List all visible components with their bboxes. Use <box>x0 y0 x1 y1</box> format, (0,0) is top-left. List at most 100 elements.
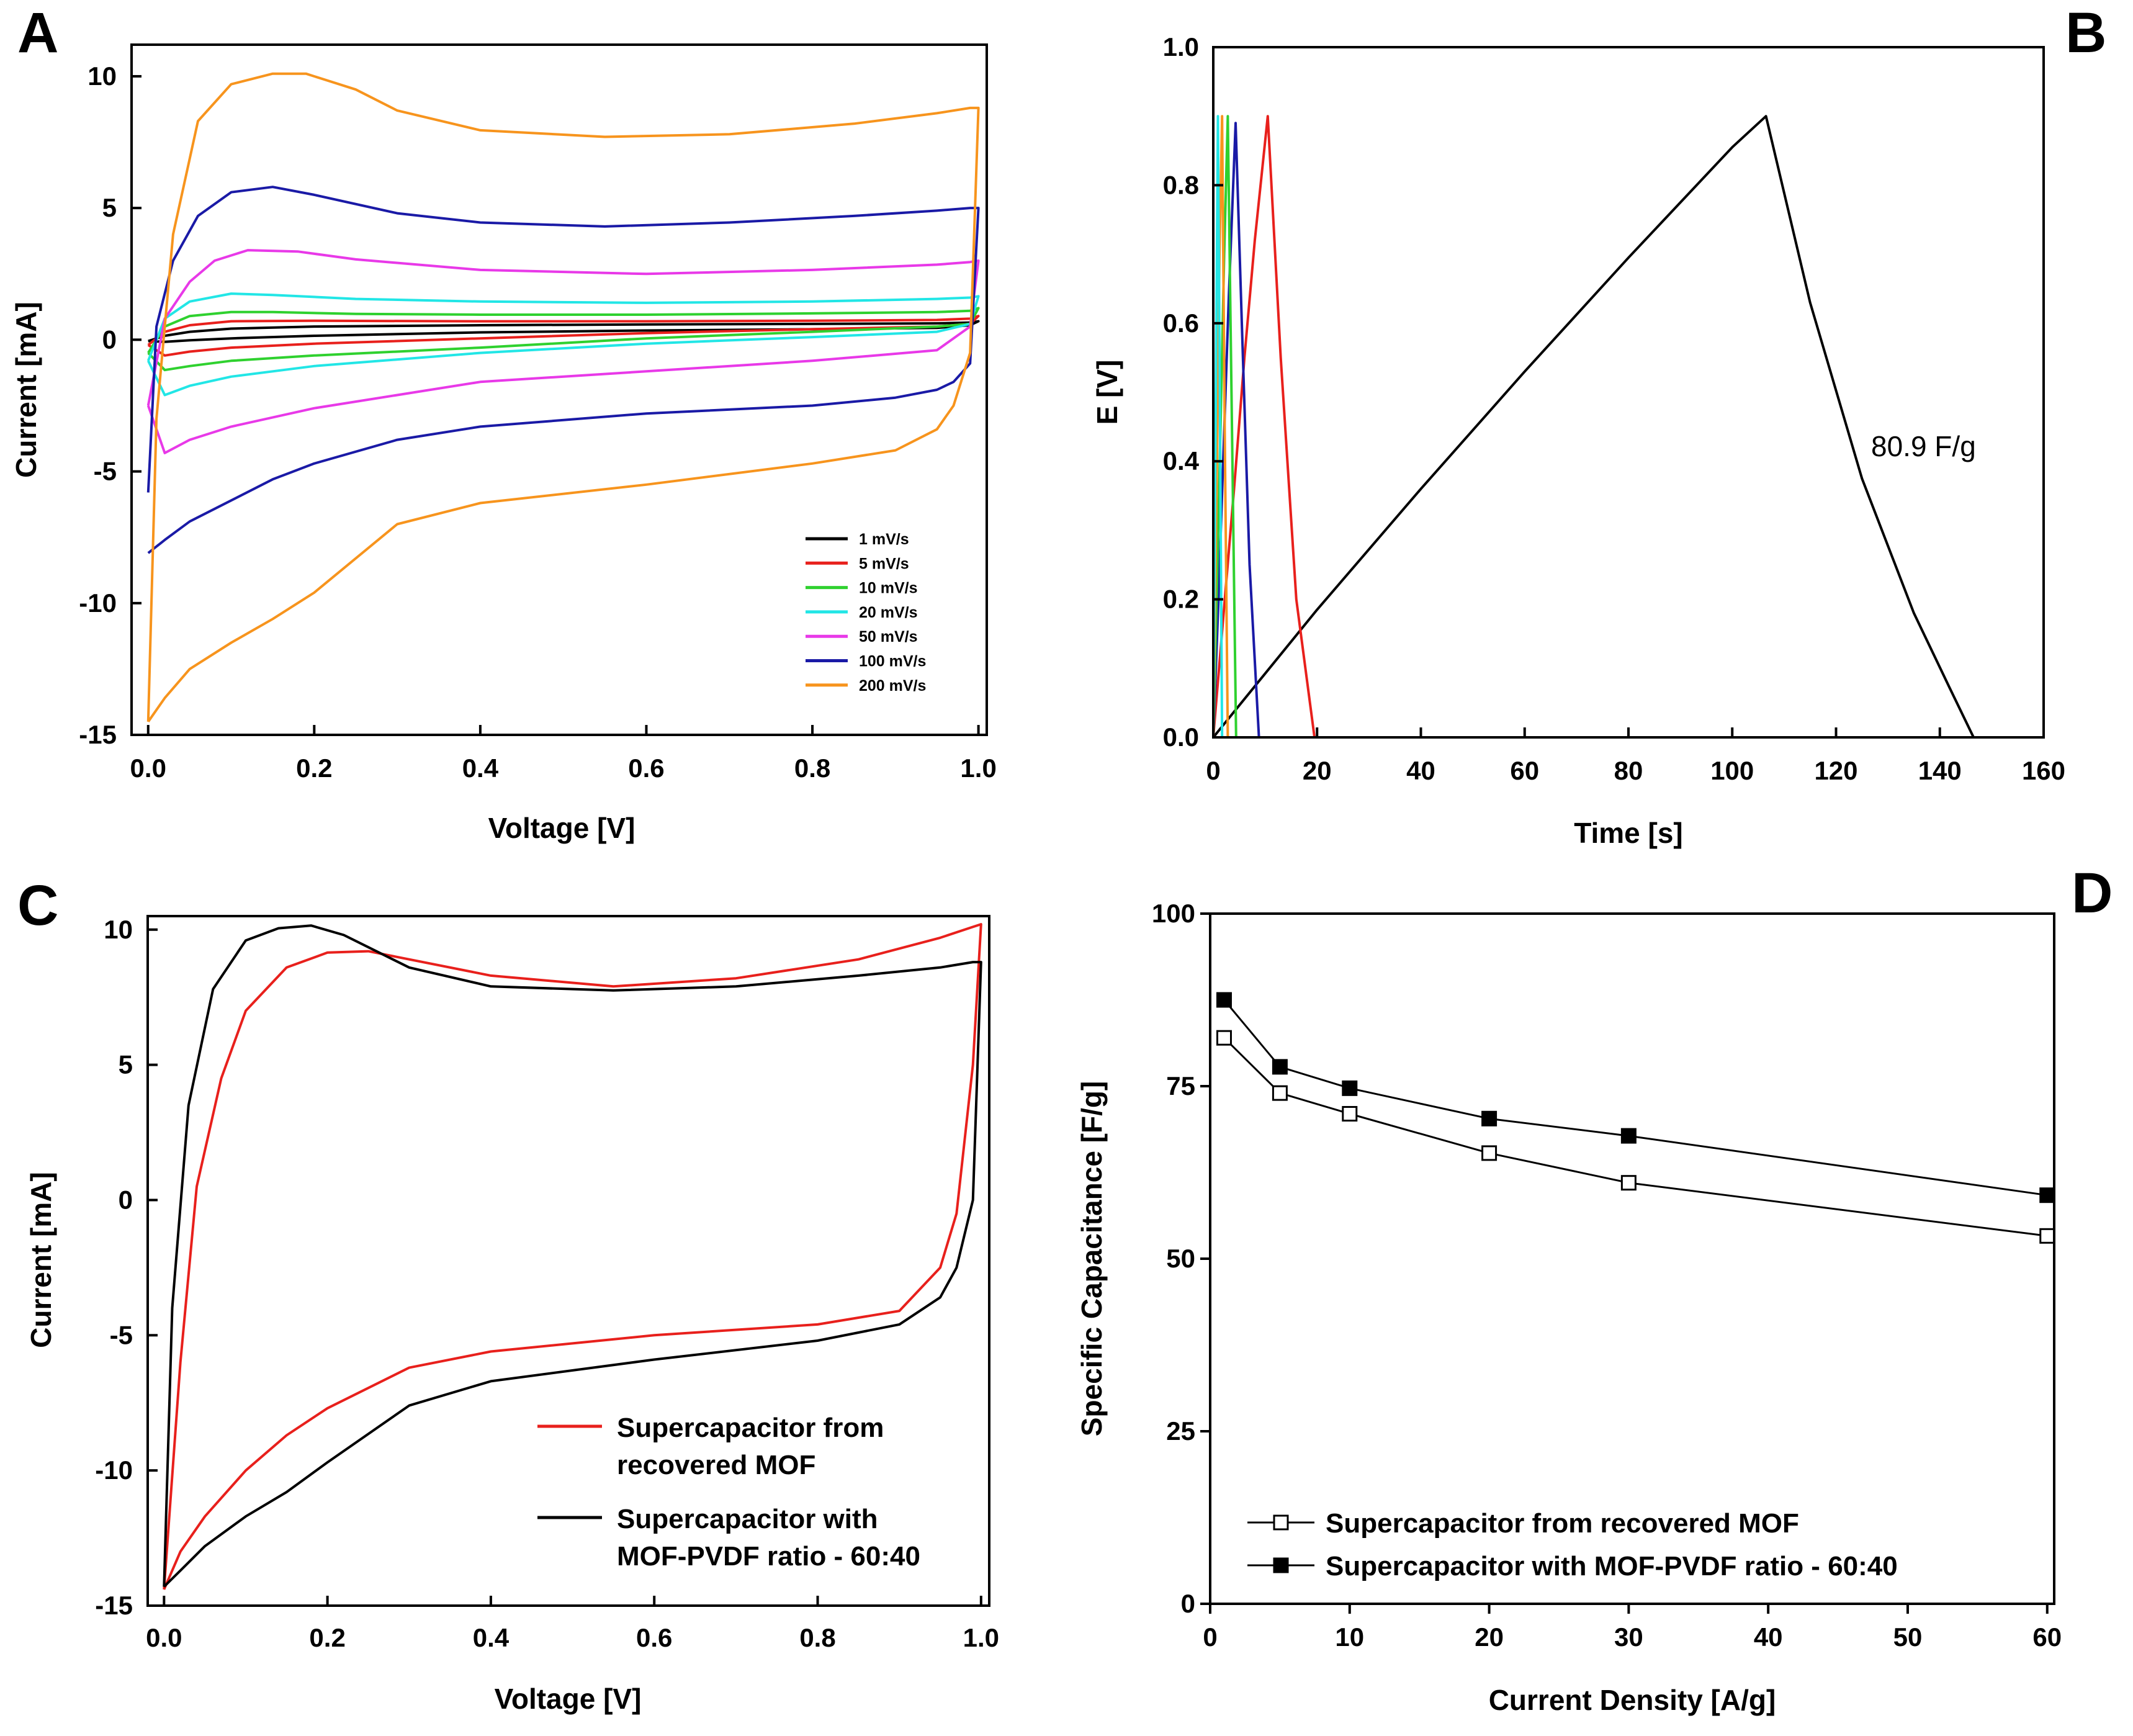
panel-b-x-tick-label: 20 <box>1303 756 1332 785</box>
panel-a-legend-label: 50 mV/s <box>859 628 918 645</box>
panel-b-x-tick-label: 160 <box>2022 756 2065 785</box>
panel-a-legend-label: 200 mV/s <box>859 677 926 695</box>
panel-b-y-tick-label: 0.6 <box>1163 308 1199 338</box>
panel-d-y-axis-title: Specific Capacitance [F/g] <box>1075 1081 1108 1437</box>
panel-c-y-axis-title: Current [mA] <box>25 1172 57 1348</box>
panel-c-x-tick-label: 0.6 <box>636 1623 672 1652</box>
panel-a-x-tick-label: 0.0 <box>130 753 166 783</box>
panel-c-axis-ticks: 0.0 0.2 0.4 0.6 0.8 1.0 -15 -10 -5 0 5 10 <box>95 915 999 1652</box>
panel-d-y-tick-label: 25 <box>1166 1416 1195 1446</box>
panel-d-marker-supercapacitor-with-mof-pvdf-ratio-60-40 <box>1481 1110 1498 1127</box>
panel-a-x-tick-label: 0.4 <box>462 753 499 783</box>
panel-letter-c: C <box>17 874 58 937</box>
panel-d-marker-supercapacitor-with-mof-pvdf-ratio-60-40 <box>1342 1080 1358 1096</box>
panel-c: 0.0 0.2 0.4 0.6 0.8 1.0 -15 -10 -5 0 5 10 Voltage [… <box>25 915 999 1715</box>
panel-d-legend-label: Supercapacitor from recovered MOF <box>1326 1508 1799 1539</box>
panel-b-x-tick-label: 0 <box>1206 756 1220 785</box>
panel-a-series-5-mv-s <box>147 315 980 357</box>
panel-a-y-tick-label: 10 <box>88 61 117 91</box>
panel-a: 0.0 0.2 0.4 0.6 0.8 1.0 -15 -10 -5 0 5 10 Voltage [… <box>10 43 997 844</box>
panel-a-legend-label: 1 mV/s <box>859 531 909 548</box>
panel-b-y-tick-label: 0.0 <box>1163 722 1199 752</box>
panel-c-y-tick-label: 10 <box>104 915 133 944</box>
panel-a-y-tick-label: -15 <box>79 720 117 749</box>
panel-d-legend-marker <box>1273 1557 1289 1573</box>
panel-b-y-tick-label: 0.4 <box>1163 446 1200 475</box>
panel-a-axis-ticks: 0.0 0.2 0.4 0.6 0.8 1.0 -15 -10 -5 0 5 10 <box>79 61 997 783</box>
panel-b: 0 20 40 60 80 100 120 140 1600.00.20.40.60.81.0 … <box>1091 32 2065 849</box>
panel-c-x-tick-label: 0.2 <box>309 1623 345 1652</box>
panel-c-x-tick-label: 0.4 <box>473 1623 510 1652</box>
panel-a-y-tick-label: -5 <box>94 457 117 486</box>
panel-d-marker-supercapacitor-with-mof-pvdf-ratio-60-40 <box>1216 992 1232 1008</box>
panel-b-x-tick-label: 100 <box>1710 756 1754 785</box>
panel-d-y-tick-label: 0 <box>1181 1589 1195 1618</box>
panel-a-legend-label: 20 mV/s <box>859 604 918 621</box>
panel-d-x-tick-label: 0 <box>1203 1622 1217 1652</box>
panel-c-legend: Supercapacitor from recovered MOF Supercap… <box>537 1413 920 1572</box>
panel-b-x-tick-label: 40 <box>1406 756 1435 785</box>
panel-c-legend-label: Supercapacitor from <box>617 1413 884 1443</box>
panel-c-y-tick-label: 5 <box>119 1050 133 1079</box>
panel-c-series-supercapacitor-with-mof-pvdf-ratio-60-40 <box>163 924 982 1588</box>
panel-b-plot-frame <box>1212 46 2045 739</box>
panel-b-x-tick-label: 60 <box>1510 756 1539 785</box>
panel-c-x-tick-label: 0.0 <box>146 1623 182 1652</box>
panel-c-legend-label: MOF-PVDF ratio - 60:40 <box>617 1541 920 1572</box>
panel-d-x-tick-label: 50 <box>1893 1622 1923 1652</box>
panel-b-series-1-a-g <box>1212 115 1975 739</box>
panel-c-y-tick-label: -10 <box>95 1455 133 1485</box>
panel-b-x-tick-label: 120 <box>1814 756 1857 785</box>
panel-c-x-tick-label: 0.8 <box>799 1623 835 1652</box>
panel-b-capacitance-annotation: 80.9 F/g <box>1871 430 1976 462</box>
panel-d-x-tick-label: 10 <box>1335 1622 1364 1652</box>
panel-c-plot-frame <box>146 915 990 1607</box>
panel-d-y-tick-label: 75 <box>1166 1071 1195 1100</box>
panel-c-series-supercapacitor-from-recovered-mof <box>163 923 982 1590</box>
panel-a-x-tick-label: 0.2 <box>296 753 332 783</box>
panel-a-series-100-mv-s <box>146 186 980 554</box>
panel-b-x-tick-label: 80 <box>1614 756 1643 785</box>
panel-d-plot-frame <box>1209 912 2055 1605</box>
panel-a-legend: 1 mV/s 5 mV/s 10 mV/s 20 mV/s 50 mV/s 100 mV/… <box>806 531 926 695</box>
panel-c-legend-label: recovered MOF <box>617 1450 815 1480</box>
panel-d-marker-supercapacitor-from-recovered-mof <box>1342 1105 1358 1122</box>
panel-a-x-tick-label: 0.6 <box>628 753 664 783</box>
panel-c-y-tick-label: -5 <box>110 1320 133 1349</box>
panel-c-series <box>163 923 982 1590</box>
panel-d-x-tick-label: 20 <box>1475 1622 1504 1652</box>
panel-a-y-axis-title: Current [mA] <box>10 302 42 478</box>
panel-a-legend-label: 10 mV/s <box>859 580 918 597</box>
panel-letter-a: A <box>17 1 58 65</box>
panel-letter-b: B <box>2065 1 2106 65</box>
panel-a-series <box>146 72 980 722</box>
panel-d-x-tick-label: 60 <box>2032 1622 2062 1652</box>
panel-a-series-50-mv-s <box>146 249 980 454</box>
panel-a-series-200-mv-s <box>146 72 980 722</box>
panel-d-marker-supercapacitor-with-mof-pvdf-ratio-60-40 <box>1272 1059 1288 1075</box>
panel-d-legend-marker <box>1273 1514 1289 1531</box>
panel-d-legend: Supercapacitor from recovered MOF Superca… <box>1247 1508 1898 1581</box>
panel-a-legend-label: 100 mV/s <box>859 653 926 670</box>
panel-b-y-axis-title: E [V] <box>1091 360 1123 425</box>
panel-d-marker-supercapacitor-with-mof-pvdf-ratio-60-40 <box>1620 1128 1637 1144</box>
panel-d-axis-ticks: 0 10 20 30 40 50 60 0 25 50 75 100 <box>1152 899 2062 1652</box>
panel-c-y-tick-label: 0 <box>119 1185 133 1214</box>
panel-d-y-tick-label: 50 <box>1166 1244 1195 1273</box>
panel-b-series <box>1212 115 1975 739</box>
panel-b-y-tick-label: 1.0 <box>1163 32 1199 61</box>
panel-d: 0 10 20 30 40 50 60 0 25 50 75 100 Current Density … <box>1075 899 2062 1716</box>
panel-d-legend-label: Supercapacitor with MOF-PVDF ratio - 60:… <box>1326 1551 1898 1581</box>
panel-letter-d: D <box>2072 861 2113 925</box>
panel-d-marker-supercapacitor-from-recovered-mof <box>2039 1228 2055 1244</box>
panel-a-y-tick-label: 5 <box>102 193 117 222</box>
panel-b-x-axis-title: Time [s] <box>1574 817 1683 849</box>
panel-d-x-tick-label: 30 <box>1614 1622 1643 1652</box>
panel-d-y-tick-label: 100 <box>1152 899 1195 928</box>
panel-a-plot-frame <box>130 43 988 736</box>
panel-c-y-tick-label: -15 <box>95 1591 133 1620</box>
panel-d-x-axis-title: Current Density [A/g] <box>1489 1684 1776 1716</box>
panel-a-x-tick-label: 1.0 <box>960 753 996 783</box>
